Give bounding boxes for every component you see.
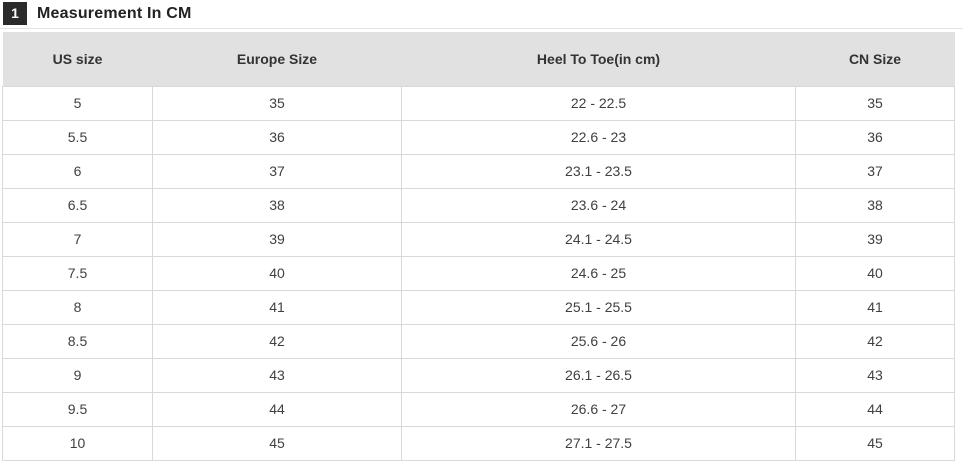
table-cell: 43	[152, 357, 402, 393]
table-cell: 39	[152, 221, 402, 257]
table-cell: 36	[152, 119, 402, 155]
size-conversion-table: US size Europe Size Heel To Toe(in cm) CN S…	[2, 32, 955, 461]
table-cell: 8	[2, 289, 153, 325]
table-cell: 24.6 - 25	[401, 255, 796, 291]
table-cell: 23.6 - 24	[401, 187, 796, 223]
table-row: 5.5 36 22.6 - 23 36	[2, 119, 955, 155]
table-cell: 25.6 - 26	[401, 323, 796, 359]
table-cell: 44	[152, 391, 402, 427]
table-cell: 41	[152, 289, 402, 325]
section-number-badge: 1	[3, 1, 27, 25]
table-row: 10 45 27.1 - 27.5 45	[2, 425, 955, 461]
table-cell: 43	[795, 357, 955, 393]
table-row: 6 37 23.1 - 23.5 37	[2, 153, 955, 189]
table-cell: 26.1 - 26.5	[401, 357, 796, 393]
table-cell: 6	[2, 153, 153, 189]
table-cell: 6.5	[2, 187, 153, 223]
table-cell: 37	[152, 153, 402, 189]
column-header: CN Size	[795, 32, 955, 86]
column-header: US size	[2, 32, 153, 86]
table-cell: 23.1 - 23.5	[401, 153, 796, 189]
table-cell: 40	[795, 255, 955, 291]
table-body: 5 35 22 - 22.5 35 5.5 36 22.6 - 23 36 6 37 23.1 - …	[2, 85, 955, 461]
table-cell: 25.1 - 25.5	[401, 289, 796, 325]
table-cell: 37	[795, 153, 955, 189]
table-row: 8.5 42 25.6 - 26 42	[2, 323, 955, 359]
table-cell: 9.5	[2, 391, 153, 427]
table-row: 9 43 26.1 - 26.5 43	[2, 357, 955, 393]
table-cell: 45	[795, 425, 955, 461]
table-cell: 7.5	[2, 255, 153, 291]
table-cell: 39	[795, 221, 955, 257]
table-cell: 24.1 - 24.5	[401, 221, 796, 257]
column-header: Europe Size	[152, 32, 402, 86]
table-cell: 42	[152, 323, 402, 359]
table-cell: 7	[2, 221, 153, 257]
table-header-row: US size Europe Size Heel To Toe(in cm) CN S…	[2, 32, 955, 86]
table-cell: 26.6 - 27	[401, 391, 796, 427]
table-cell: 42	[795, 323, 955, 359]
column-header: Heel To Toe(in cm)	[401, 32, 796, 86]
table-cell: 38	[152, 187, 402, 223]
table-cell: 5.5	[2, 119, 153, 155]
table-cell: 44	[795, 391, 955, 427]
table-row: 7.5 40 24.6 - 25 40	[2, 255, 955, 291]
table-cell: 38	[795, 187, 955, 223]
table-cell: 35	[152, 85, 402, 121]
table-cell: 10	[2, 425, 153, 461]
table-cell: 36	[795, 119, 955, 155]
table-cell: 9	[2, 357, 153, 393]
table-cell: 40	[152, 255, 402, 291]
table-cell: 5	[2, 85, 153, 121]
table-cell: 45	[152, 425, 402, 461]
table-cell: 22 - 22.5	[401, 85, 796, 121]
section-title: Measurement In CM	[37, 5, 192, 22]
table-row: 5 35 22 - 22.5 35	[2, 85, 955, 121]
section-header: 1 Measurement In CM	[0, 0, 963, 29]
table-cell: 8.5	[2, 323, 153, 359]
table-cell: 27.1 - 27.5	[401, 425, 796, 461]
table-header: US size Europe Size Heel To Toe(in cm) CN S…	[2, 32, 955, 86]
table-row: 9.5 44 26.6 - 27 44	[2, 391, 955, 427]
table-cell: 22.6 - 23	[401, 119, 796, 155]
table-cell: 35	[795, 85, 955, 121]
table-cell: 41	[795, 289, 955, 325]
table-row: 6.5 38 23.6 - 24 38	[2, 187, 955, 223]
table-row: 8 41 25.1 - 25.5 41	[2, 289, 955, 325]
table-row: 7 39 24.1 - 24.5 39	[2, 221, 955, 257]
